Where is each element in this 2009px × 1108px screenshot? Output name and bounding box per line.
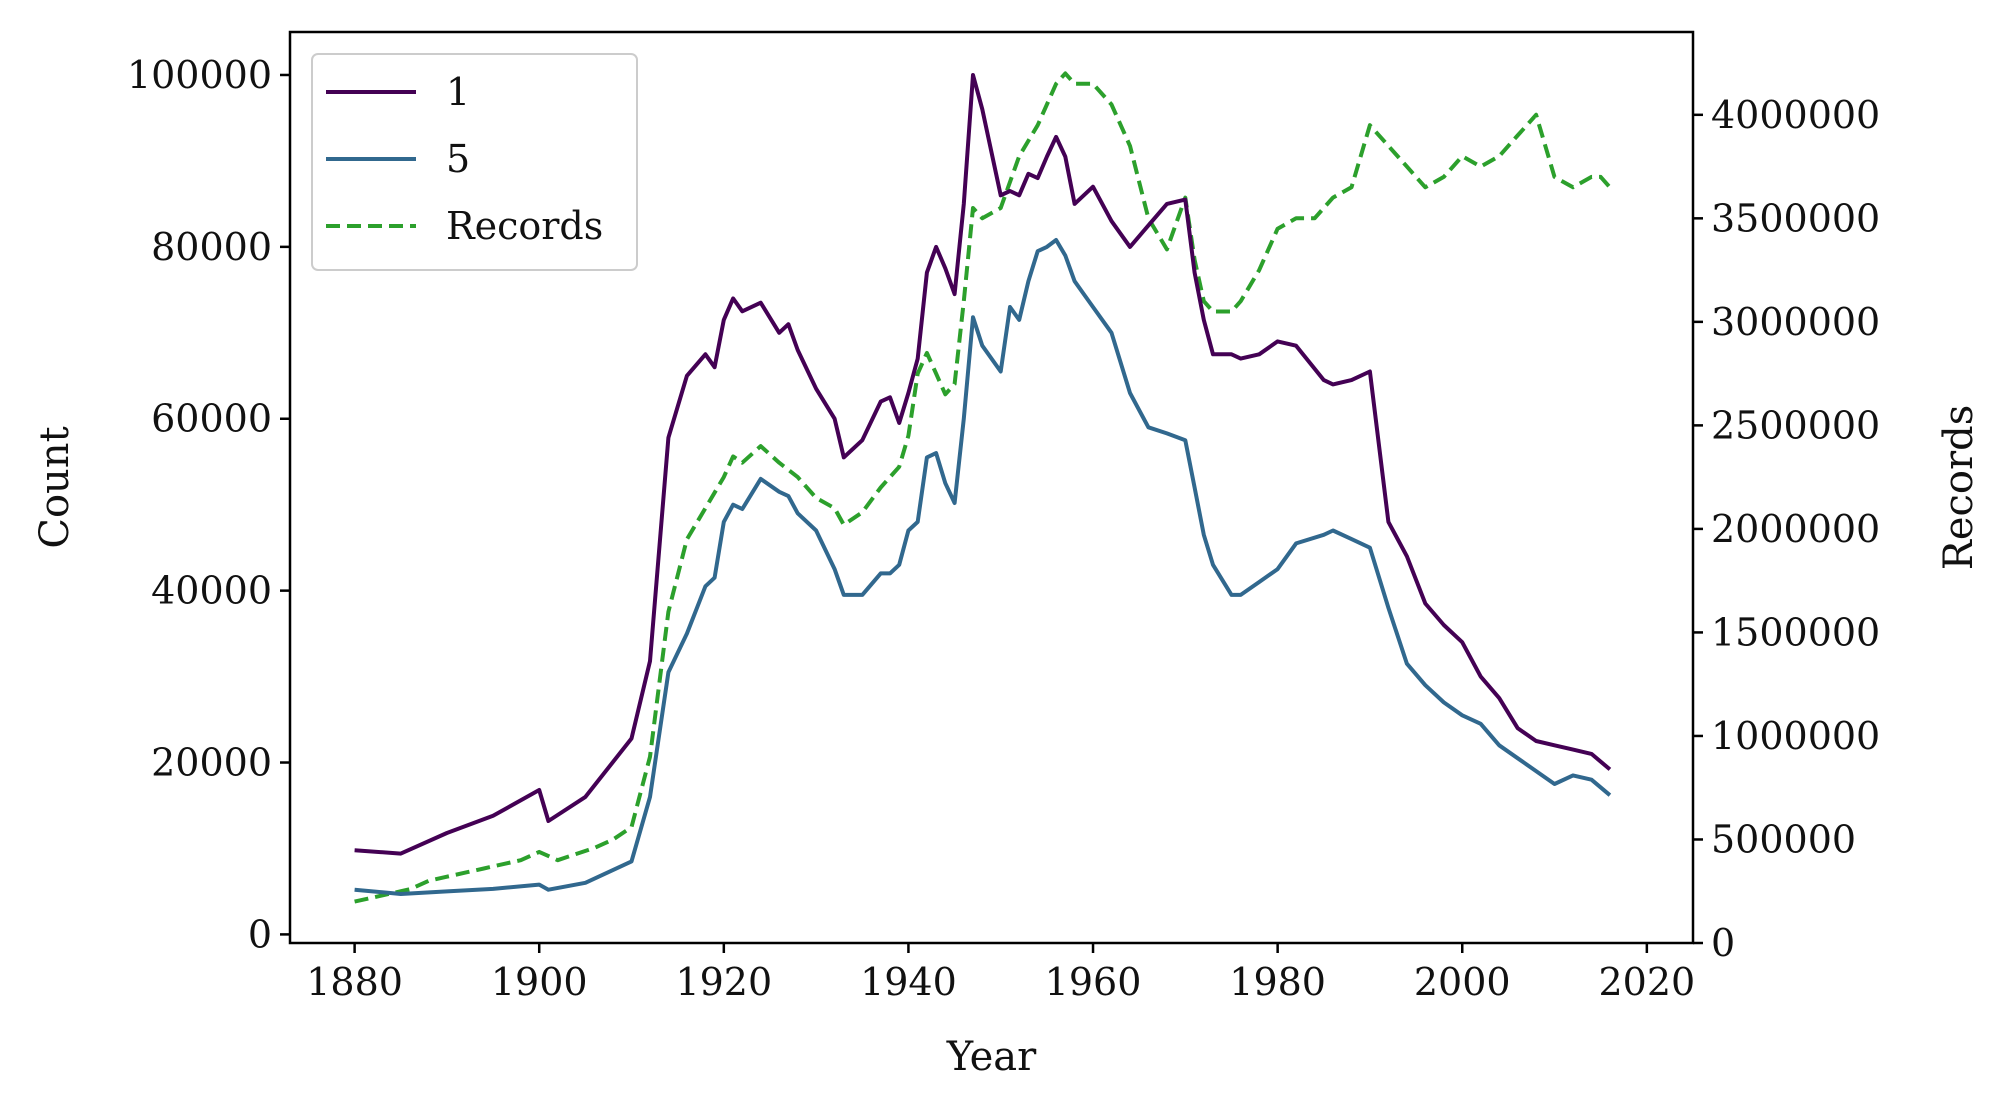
x-tick-label: 1920 [675,960,772,1004]
y2-tick-label: 3000000 [1711,300,1880,344]
series-line-records [354,71,1612,904]
legend: 1 5 Records [311,53,638,271]
y2-tick-label: 1000000 [1711,714,1880,758]
plot-frame [288,30,1695,945]
x-tick-label: 1980 [1229,960,1326,1004]
series-line-1 [354,73,1612,856]
y-tick-label: 0 [248,912,272,956]
x-axis-label: Year [946,1034,1037,1080]
x-tick-label: 1960 [1045,960,1142,1004]
y2-axis-label: Records [1936,405,1982,571]
y2-tick-label: 3500000 [1711,196,1880,240]
x-tick-label: 1880 [306,960,403,1004]
x-tick-label: 2020 [1598,960,1695,1004]
y-tick-label: 100000 [127,53,272,97]
y-tick-label: 80000 [151,225,272,269]
y2-tick-label: 2500000 [1711,403,1880,447]
y-axis-label: Count [32,426,78,548]
y-axis-ticks: 0 20000 40000 60000 80000 100000 [127,53,290,956]
y2-tick-label: 2000000 [1711,507,1880,551]
x-tick-label: 1900 [491,960,588,1004]
legend-label: Records [446,204,603,248]
legend-label: 1 [446,70,470,114]
y2-axis-ticks: 0 500000 1000000 1500000 2000000 2500000 30000… [1693,93,1880,965]
x-tick-label: 2000 [1414,960,1511,1004]
y-tick-label: 20000 [151,741,272,785]
y-tick-label: 60000 [151,397,272,441]
legend-label: 5 [446,137,470,181]
y2-tick-label: 4000000 [1711,93,1880,137]
y2-tick-label: 0 [1711,921,1735,965]
y2-tick-label: 500000 [1711,817,1856,861]
legend-box [311,53,638,271]
y2-tick-label: 1500000 [1711,610,1880,654]
y-tick-label: 40000 [151,569,272,613]
series-lines [354,71,1612,904]
series-line-5 [354,238,1612,896]
x-tick-label: 1940 [860,960,957,1004]
x-axis-ticks: 1880 1900 1920 1940 1960 1980 2000 2020 [306,943,1695,1004]
